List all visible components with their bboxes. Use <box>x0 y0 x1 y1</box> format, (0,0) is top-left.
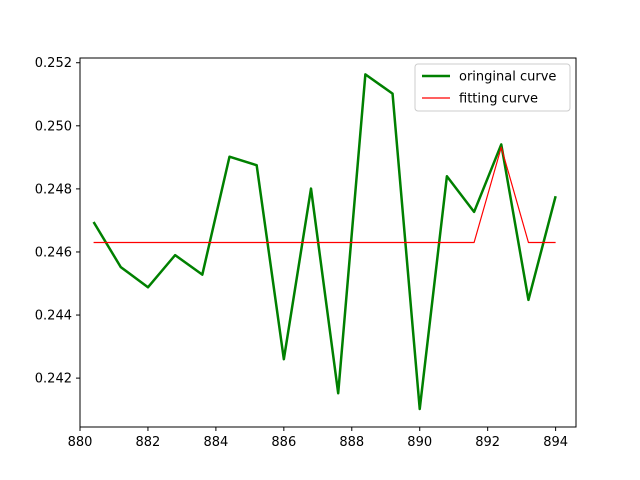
legend-label-fitting: fitting curve <box>459 92 538 107</box>
x-tick-label: 880 <box>68 435 93 450</box>
x-tick-label: 894 <box>543 435 568 450</box>
legend: oringinal curve fitting curve <box>414 63 571 112</box>
y-tick-label: 0.248 <box>35 182 72 197</box>
series-layer <box>92 73 557 411</box>
series-line-original <box>92 73 557 411</box>
legend-box <box>414 63 571 112</box>
x-tick-label: 886 <box>271 435 296 450</box>
x-tick-label: 888 <box>339 435 364 450</box>
y-tick-label: 0.244 <box>35 309 72 324</box>
x-tick-label: 882 <box>136 435 161 450</box>
x-axis: 880 882 884 886 888 890 892 894 <box>68 427 568 450</box>
y-tick-label: 0.252 <box>35 56 72 71</box>
y-axis: 0.242 0.244 0.246 0.248 0.250 0.252 <box>35 56 80 387</box>
y-tick-label: 0.250 <box>35 119 72 134</box>
x-tick-label: 892 <box>475 435 500 450</box>
y-tick-label: 0.246 <box>35 245 72 260</box>
x-tick-label: 890 <box>407 435 432 450</box>
legend-label-original: oringinal curve <box>459 70 556 85</box>
y-tick-label: 0.242 <box>35 372 72 387</box>
series-line-fitting <box>93 146 556 244</box>
x-tick-label: 884 <box>203 435 228 450</box>
plot-frame <box>79 57 577 428</box>
